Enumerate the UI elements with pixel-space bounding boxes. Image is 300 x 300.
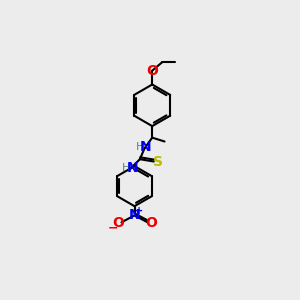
Text: O: O: [146, 216, 158, 230]
Text: N: N: [129, 208, 140, 222]
Text: O: O: [146, 64, 158, 78]
Text: −: −: [108, 221, 118, 234]
Text: H: H: [122, 163, 130, 173]
Text: O: O: [112, 216, 124, 230]
Text: N: N: [126, 161, 138, 175]
Text: H: H: [136, 142, 144, 152]
Text: S: S: [153, 154, 164, 169]
Text: +: +: [135, 206, 143, 216]
Text: N: N: [140, 140, 152, 154]
